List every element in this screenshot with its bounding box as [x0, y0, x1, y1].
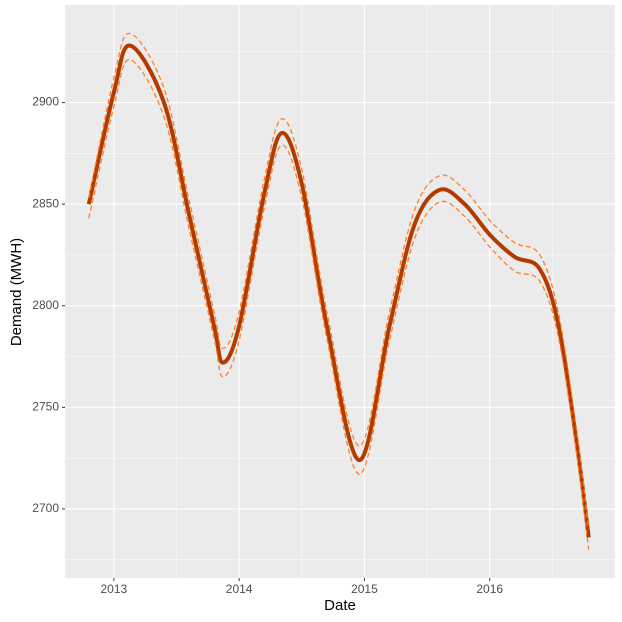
y-tick-label: 2700 — [32, 501, 59, 515]
y-tick-label: 2750 — [32, 399, 59, 413]
y-tick-label: 2850 — [32, 196, 59, 210]
interval-line — [88, 59, 590, 550]
x-tick-label: 2016 — [476, 582, 503, 596]
x-axis-title: Date — [324, 597, 356, 614]
x-tick-label: 2015 — [351, 582, 378, 596]
x-tick-label: 2014 — [226, 582, 253, 596]
fit-line — [86, 43, 591, 538]
y-axis-title: Demand (MWH) — [8, 238, 25, 346]
y-tick-label: 2900 — [32, 95, 59, 109]
y-tick-label: 2800 — [32, 298, 59, 312]
interval-line — [88, 32, 590, 530]
x-tick-label: 2013 — [101, 582, 128, 596]
plot-background — [65, 5, 615, 578]
